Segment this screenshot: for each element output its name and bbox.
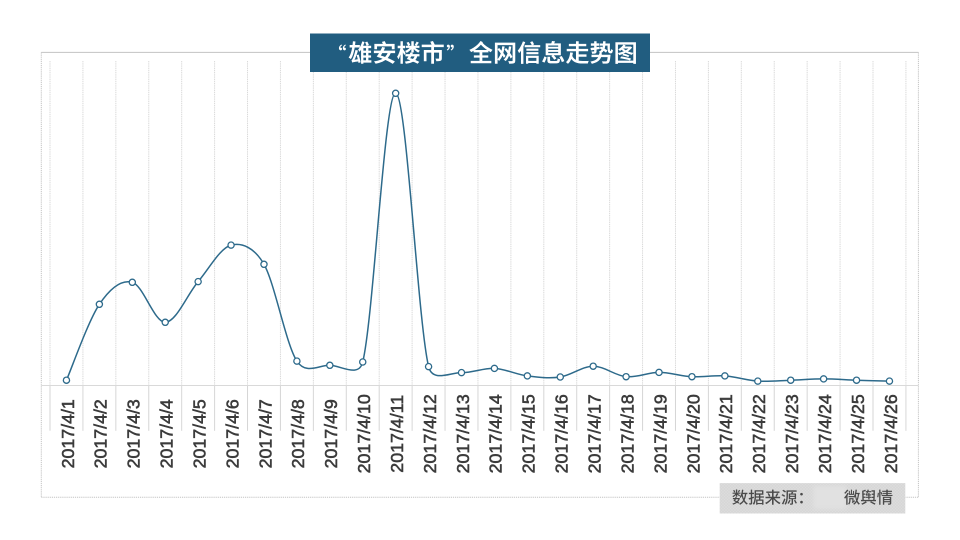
svg-text:2017/4/26: 2017/4/26 [881, 394, 901, 473]
svg-text:2017/4/14: 2017/4/14 [486, 394, 506, 473]
svg-text:2017/4/9: 2017/4/9 [321, 399, 341, 468]
svg-text:2017/4/16: 2017/4/16 [552, 394, 572, 473]
svg-text:2017/4/12: 2017/4/12 [420, 394, 440, 473]
svg-text:2017/4/13: 2017/4/13 [453, 394, 473, 473]
svg-text:2017/4/4: 2017/4/4 [157, 399, 177, 468]
svg-text:2017/4/18: 2017/4/18 [617, 394, 637, 473]
svg-text:2017/4/8: 2017/4/8 [288, 399, 308, 468]
svg-text:2017/4/1: 2017/4/1 [58, 399, 78, 468]
svg-text:2017/4/19: 2017/4/19 [650, 394, 670, 473]
svg-text:2017/4/22: 2017/4/22 [749, 394, 769, 473]
svg-text:2017/4/2: 2017/4/2 [91, 399, 111, 468]
svg-text:2017/4/7: 2017/4/7 [255, 399, 275, 468]
svg-text:2017/4/5: 2017/4/5 [189, 399, 209, 468]
svg-text:2017/4/11: 2017/4/11 [387, 395, 407, 473]
svg-text:2017/4/10: 2017/4/10 [354, 394, 374, 473]
svg-text:2017/4/6: 2017/4/6 [222, 399, 242, 468]
svg-text:2017/4/21: 2017/4/21 [716, 394, 736, 473]
svg-text:2017/4/23: 2017/4/23 [782, 394, 802, 473]
svg-text:2017/4/15: 2017/4/15 [519, 394, 539, 473]
svg-text:2017/4/24: 2017/4/24 [815, 394, 835, 473]
svg-text:2017/4/20: 2017/4/20 [683, 394, 703, 473]
svg-text:2017/4/17: 2017/4/17 [584, 394, 604, 473]
svg-text:2017/4/25: 2017/4/25 [848, 394, 868, 473]
svg-text:2017/4/3: 2017/4/3 [124, 399, 144, 468]
